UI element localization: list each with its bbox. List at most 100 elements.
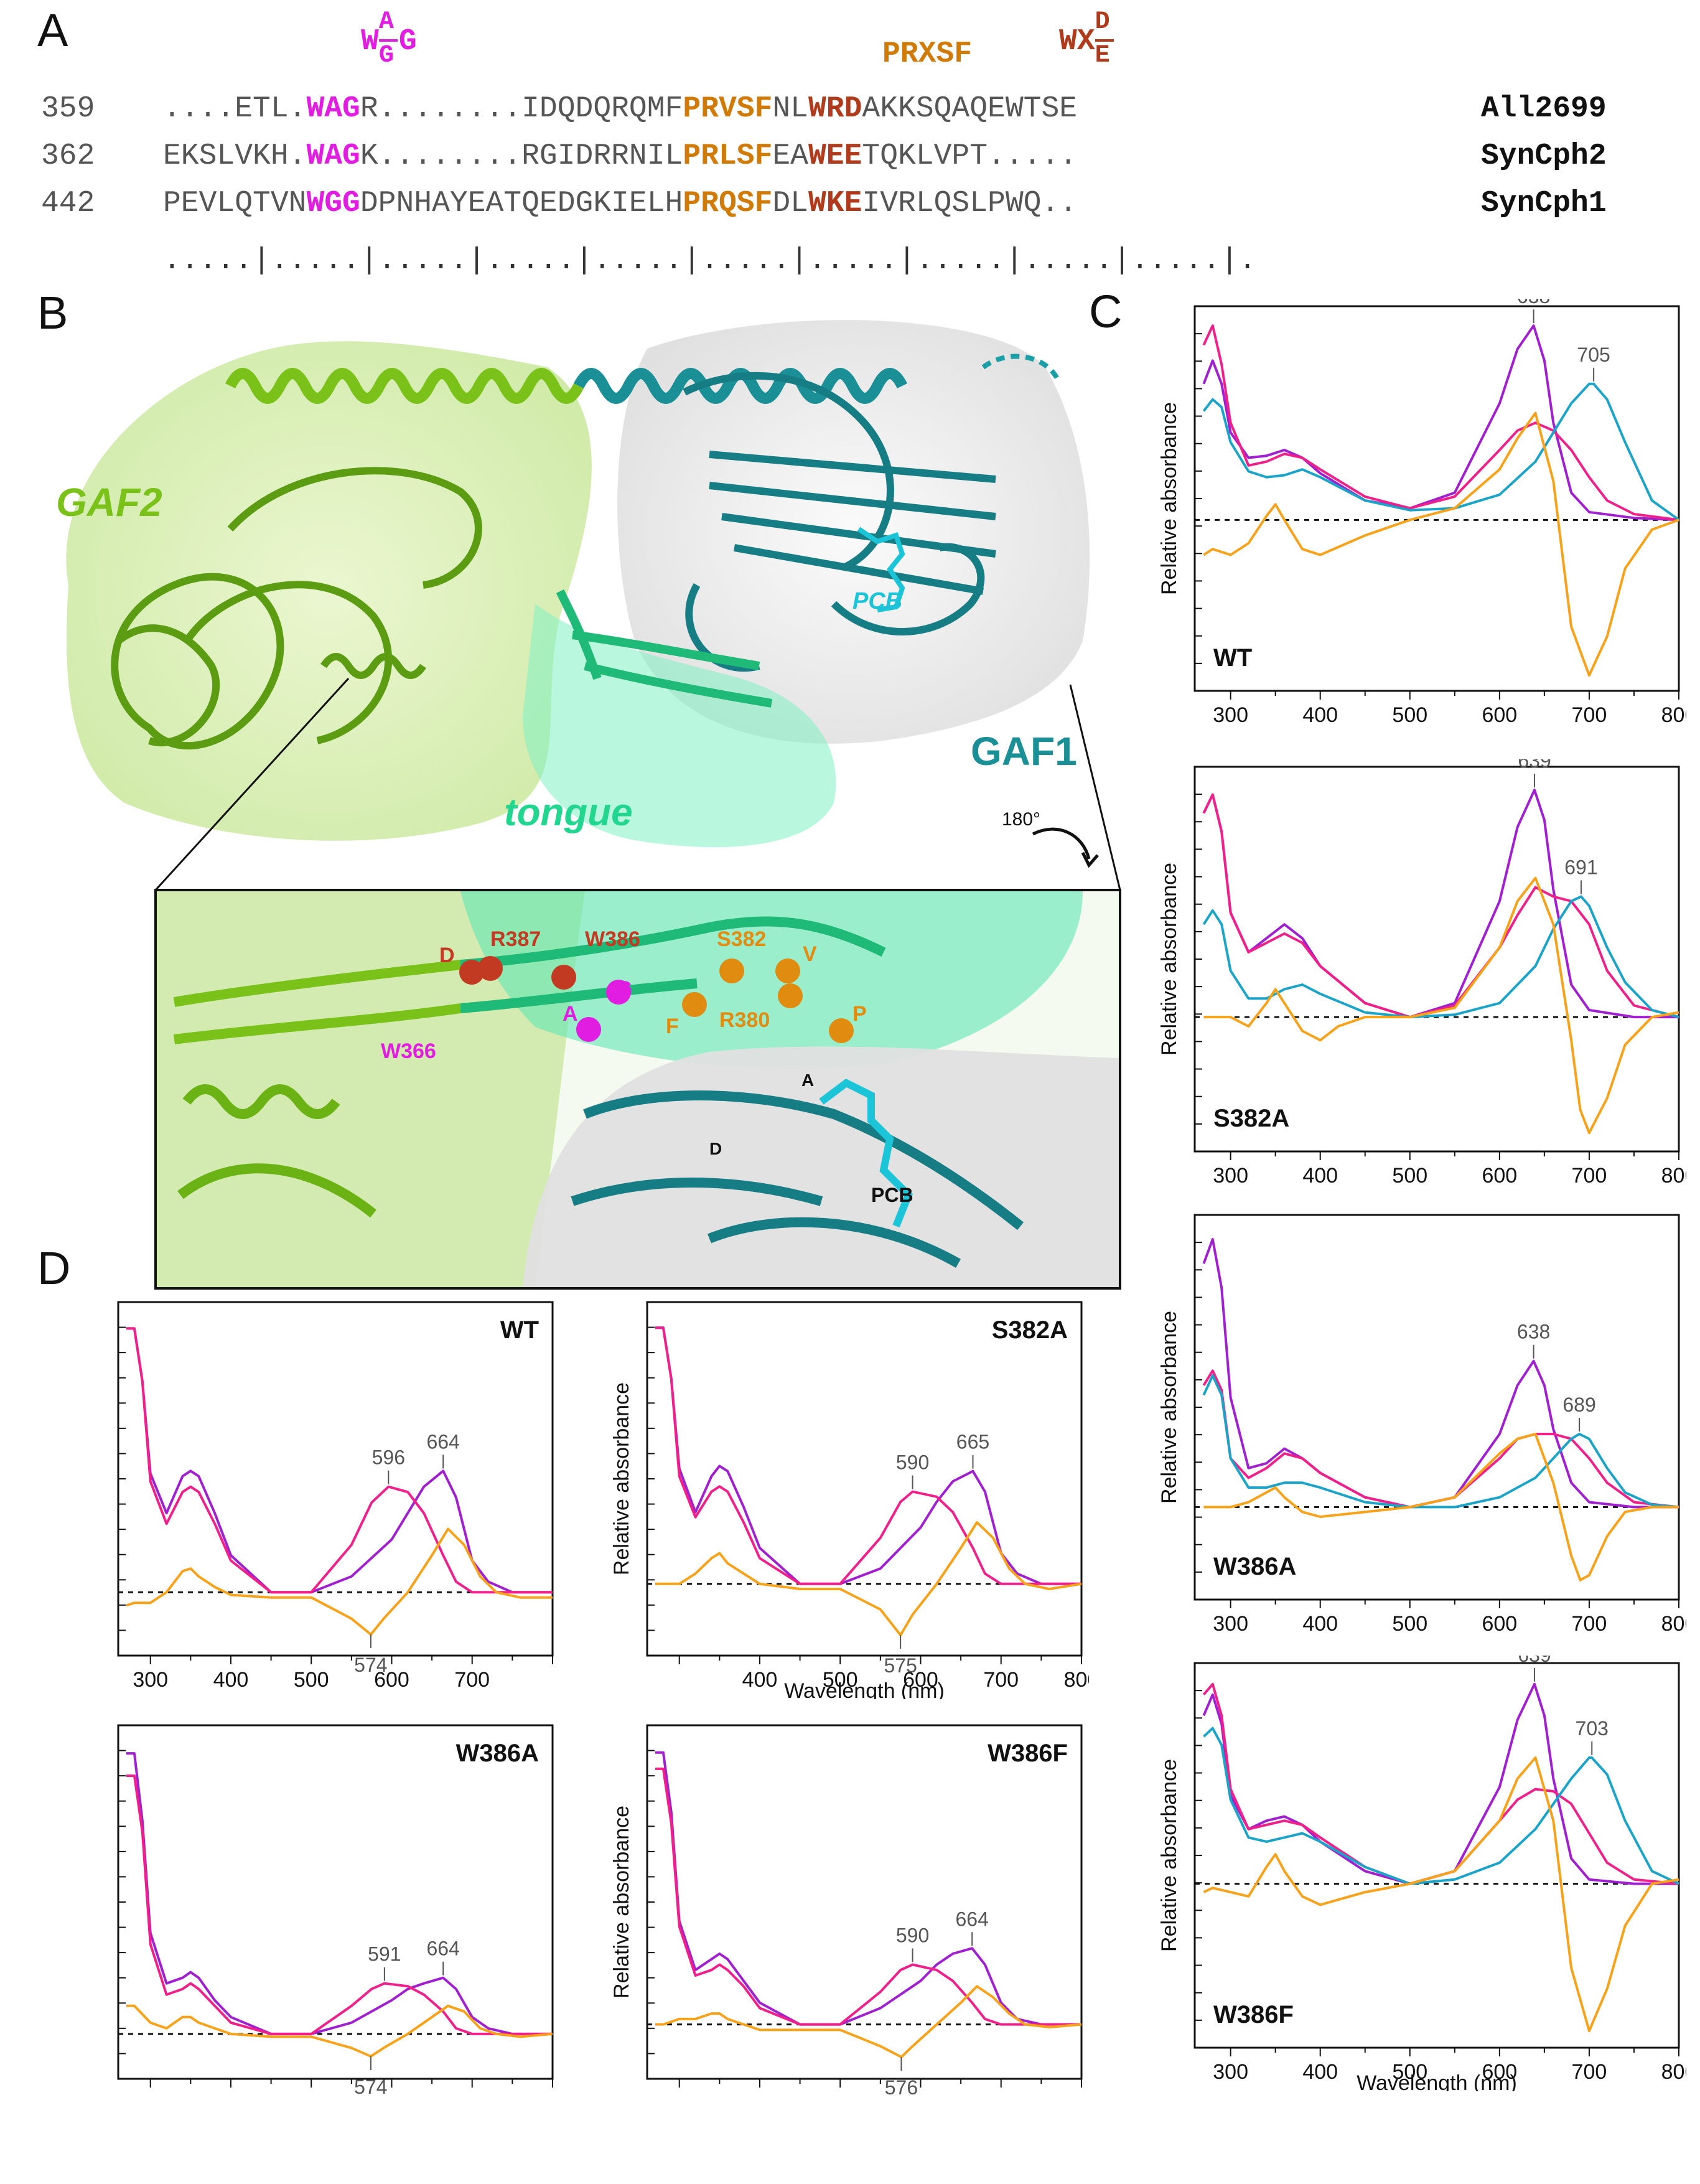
x-tick-label: 500 <box>1392 703 1427 727</box>
x-tick-label: 300 <box>1213 1164 1248 1188</box>
sequence-segment: WGG <box>306 187 360 220</box>
x-tick-label: 300 <box>1213 2060 1248 2084</box>
variant-label: W386A <box>1213 1553 1296 1580</box>
sequence-segment: R........IDQDQRQMF <box>360 92 683 126</box>
x-tick-label: 600 <box>1482 1612 1517 1636</box>
spectrum-orange <box>126 2004 553 2058</box>
x-tick-label: 700 <box>1572 1164 1607 1188</box>
y-axis-label: Relative absorbance <box>1157 1311 1181 1504</box>
plot-frame <box>117 1724 554 2080</box>
x-tick-label: 700 <box>1572 703 1607 727</box>
sequence-segment: WAG <box>306 92 360 126</box>
sequence-segment: PRVSF <box>683 92 773 126</box>
label-r387: R387 <box>490 927 541 951</box>
motif-wag-g: G <box>398 25 417 59</box>
alignment-row-start: 362 <box>41 139 95 173</box>
spectrum-svg: 400 500 600 700 800 590 665 575 S382A Relative ab… <box>610 1301 1089 1699</box>
peak-label: 575 <box>884 1654 917 1677</box>
spectrum-magenta <box>1202 793 1679 1019</box>
sequence-segment: WKE <box>808 187 862 220</box>
x-tick-label: 300 <box>1213 703 1248 727</box>
sequence-segment: IVRLQSLPWQ.. <box>862 187 1078 220</box>
spectrum-orange <box>655 1985 1082 2058</box>
peak-label: 691 <box>1564 856 1597 878</box>
label-pcb: PCB <box>852 588 903 614</box>
x-tick-label: 800 <box>1661 1164 1686 1188</box>
spectrum-orange <box>126 1527 553 1636</box>
sequence-segment: PRQSF <box>683 187 773 220</box>
motif-wag-header: W A G G <box>361 8 417 70</box>
peak-label: 576 <box>885 2076 918 2099</box>
x-tick-label: 800 <box>1661 1612 1686 1636</box>
x-tick-label: 500 <box>1392 1612 1427 1636</box>
motif-wag-alt-bottom: G <box>378 42 394 70</box>
chart-d-wt: 300 400 500 600 700 596 664 574 WT <box>62 1295 560 1699</box>
pcb-chromophore <box>857 527 905 612</box>
motif-prxsf-header: PRXSF <box>882 37 973 71</box>
x-tick-label: 800 <box>1661 703 1686 727</box>
y-axis-label: Relative absorbance <box>1157 402 1181 595</box>
x-tick-label: 700 <box>1572 2060 1607 2084</box>
spectrum-cyan <box>1202 895 1679 1019</box>
spectrum-svg: 590 664 576 W386F Relative absorbance <box>610 1724 1083 2099</box>
peak-label: 590 <box>896 1924 929 1946</box>
spectrum-svg: 300 400 500 600 700 800 639 703 W386F Relative ab… <box>1157 1656 1686 2091</box>
chart-c-w386f: 300 400 500 600 700 800 639 703 W386F Relative ab… <box>1139 1656 1686 2091</box>
sequence-segment: WRD <box>808 92 862 126</box>
alignment-row-sequence: EKSLVKH.WAGK........RGIDRRNILPRLSFEAWEET… <box>163 139 1077 173</box>
alignment-row-start: 359 <box>41 92 95 126</box>
spectrum-violet <box>655 1751 1081 2026</box>
x-tick-label: 300 <box>133 1668 168 1692</box>
sequence-segment: DL <box>772 187 808 220</box>
label-gaf2: GAF2 <box>56 480 162 525</box>
peak-label: 639 <box>1518 1656 1551 1666</box>
alignment-row-sequence: ....ETL.WAGR........IDQDQRQMFPRVSFNLWRDA… <box>163 92 1077 126</box>
spectrum-violet <box>126 1327 553 1594</box>
x-tick-label: 400 <box>1302 2060 1338 2084</box>
plot-frame <box>1193 766 1680 1153</box>
rotate-arrow-icon <box>1032 827 1091 860</box>
y-axis-label: Relative absorbance <box>1157 1759 1181 1952</box>
x-tick-label: 700 <box>454 1668 490 1692</box>
chart-d-w386f: 590 664 576 W386F Relative absorbance <box>591 1718 1089 2122</box>
spectrum-violet <box>1202 789 1679 1019</box>
protein-structure-panel: GAF2 GAF1 tongue PCB 180° R387 D W386 S3… <box>25 293 1145 1295</box>
panel-label-a: A <box>37 4 68 56</box>
motif-wx-header: WX D E <box>1059 8 1115 70</box>
label-r380: R380 <box>719 1008 770 1032</box>
spectrum-cyan <box>1202 1374 1679 1509</box>
spectrum-cyan <box>1203 1727 1679 1885</box>
gaf2-cartoon <box>111 467 482 750</box>
peak-label: 703 <box>1576 1717 1609 1740</box>
label-g: G <box>616 977 633 1001</box>
x-tick-label: 600 <box>374 1668 409 1692</box>
x-tick-label: 400 <box>213 1668 249 1692</box>
spectrum-magenta <box>126 1774 553 2035</box>
inset-pcb <box>819 1078 913 1228</box>
label-a: A <box>563 1002 578 1026</box>
plot-frame <box>117 1301 554 1657</box>
residue-spheres <box>459 956 854 1043</box>
spectrum-svg: 591 664 574 W386A <box>117 1724 554 2098</box>
plot-frame <box>1193 1214 1680 1601</box>
peak-label: 664 <box>427 1938 460 1960</box>
x-tick-label: 600 <box>1482 1164 1517 1188</box>
peak-label: 664 <box>956 1908 989 1930</box>
label-p: P <box>852 1002 867 1026</box>
x-tick-label: 700 <box>983 1668 1019 1692</box>
x-tick-label: 400 <box>1302 703 1338 727</box>
y-axis-label: Relative absorbance <box>610 1806 633 1999</box>
sequence-segment: K........RGIDRRNIL <box>360 139 683 173</box>
label-w366: W366 <box>381 1039 436 1063</box>
label-s382: S382 <box>717 927 767 951</box>
x-tick-label: 700 <box>1572 1612 1607 1636</box>
sequence-alignment: W A G G PRXSF WX D E 359 ....ETL.WAGR....… <box>0 0 1700 293</box>
spectrum-magenta <box>126 1327 553 1594</box>
label-ring-d: D <box>709 1139 722 1158</box>
peak-label: 638 <box>1517 299 1550 307</box>
chart-d-w386a: 591 664 574 W386A <box>62 1718 560 2122</box>
label-ring-a: A <box>801 1071 815 1090</box>
peak-label: 689 <box>1562 1394 1595 1416</box>
sequence-segment: DPNHAYEATQEDGKIELH <box>360 187 683 220</box>
sequence-segment: EA <box>772 139 808 173</box>
